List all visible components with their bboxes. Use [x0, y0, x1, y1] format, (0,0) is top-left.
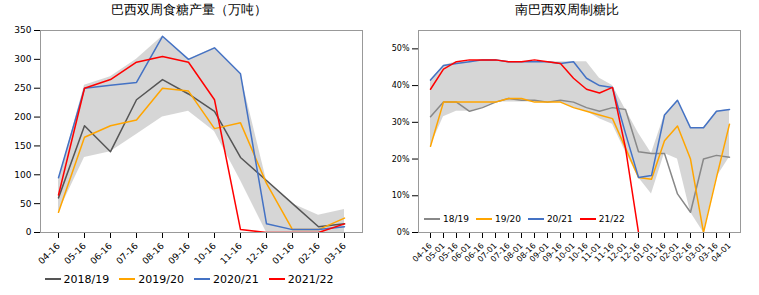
- svg-text:06-01: 06-01: [449, 241, 473, 264]
- html-text:巴西双周食糖产量（万吨）: 巴西双周食糖产量（万吨）: [111, 2, 267, 17]
- html-text:2021/22: 2021/22: [287, 272, 334, 286]
- svg-text:20%: 20%: [392, 155, 410, 164]
- svg-text:12-16: 12-16: [244, 241, 270, 267]
- html-text:20/21: 20/21: [546, 214, 573, 224]
- svg-text:03-16: 03-16: [322, 241, 348, 267]
- svg-text:11-16: 11-16: [218, 241, 244, 267]
- svg-text:10-01: 10-01: [553, 241, 577, 264]
- svg-text:11-16: 11-16: [592, 241, 616, 264]
- svg-text:12-16: 12-16: [618, 241, 642, 264]
- html-text:2019/20: 2019/20: [138, 272, 184, 286]
- html-text:2020/21: 2020/21: [213, 272, 259, 286]
- html-text:南巴西双周制糖比: 南巴西双周制糖比: [515, 2, 619, 17]
- svg-text:09-16: 09-16: [540, 241, 564, 264]
- html-text:19/20: 19/20: [494, 214, 521, 224]
- svg-text:11-01: 11-01: [579, 241, 603, 264]
- svg-text:40%: 40%: [392, 81, 410, 90]
- svg-text:10%: 10%: [392, 191, 410, 200]
- svg-text:200: 200: [14, 112, 31, 122]
- svg-text:02-16: 02-16: [670, 241, 694, 264]
- svg-text:08-16: 08-16: [140, 241, 166, 267]
- svg-text:03-16: 03-16: [696, 241, 720, 264]
- svg-text:07-16: 07-16: [114, 241, 140, 267]
- svg-text:04-16: 04-16: [410, 241, 434, 264]
- svg-text:02-16: 02-16: [296, 241, 322, 267]
- svg-text:05-16: 05-16: [436, 241, 460, 264]
- svg-text:09-01: 09-01: [527, 241, 551, 264]
- svg-text:06-16: 06-16: [462, 241, 486, 264]
- html-text:2018/19: 2018/19: [63, 272, 110, 286]
- svg-text:03-01: 03-01: [683, 241, 707, 264]
- svg-text:07-01: 07-01: [475, 241, 499, 264]
- svg-text:0%: 0%: [397, 228, 410, 237]
- svg-text:12-01: 12-01: [605, 241, 629, 264]
- svg-text:05-01: 05-01: [423, 241, 447, 264]
- svg-text:06-16: 06-16: [88, 241, 114, 267]
- svg-text:300: 300: [14, 54, 31, 64]
- svg-text:30%: 30%: [392, 118, 410, 127]
- svg-text:10-16: 10-16: [566, 241, 590, 264]
- svg-text:01-16: 01-16: [644, 241, 668, 264]
- svg-text:50%: 50%: [392, 44, 410, 53]
- svg-text:01-01: 01-01: [631, 241, 655, 264]
- svg-text:50: 50: [20, 199, 32, 209]
- svg-text:07-16: 07-16: [488, 241, 512, 264]
- svg-text:08-16: 08-16: [514, 241, 538, 264]
- svg-text:04-01: 04-01: [710, 241, 733, 264]
- svg-text:04-16: 04-16: [36, 241, 62, 267]
- svg-text:0: 0: [26, 227, 32, 237]
- svg-text:02-01: 02-01: [657, 241, 681, 264]
- html-text:18/19: 18/19: [443, 214, 469, 224]
- svg-text:150: 150: [14, 141, 31, 151]
- svg-text:100: 100: [14, 170, 31, 180]
- svg-text:05-16: 05-16: [62, 241, 88, 267]
- svg-text:10-16: 10-16: [192, 241, 218, 267]
- html-text:21/22: 21/22: [598, 214, 625, 224]
- svg-text:01-16: 01-16: [270, 241, 296, 267]
- svg-text:08-01: 08-01: [501, 241, 525, 264]
- svg-text:09-16: 09-16: [166, 241, 192, 267]
- svg-text:350: 350: [14, 25, 31, 35]
- svg-text:250: 250: [14, 83, 31, 93]
